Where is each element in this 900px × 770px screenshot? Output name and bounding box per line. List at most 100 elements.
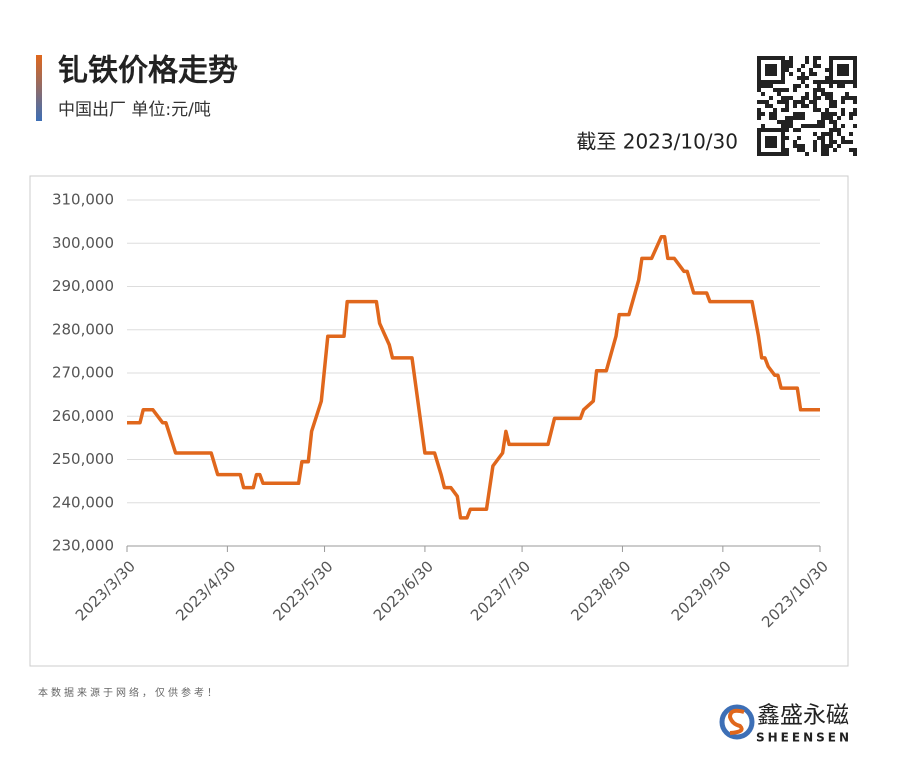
qr-cell — [785, 128, 789, 132]
qr-cell — [757, 100, 761, 104]
qr-cell — [813, 88, 817, 92]
qr-cell — [785, 104, 789, 108]
qr-cell — [789, 120, 793, 124]
qr-cell — [773, 88, 777, 92]
qr-cell — [789, 116, 793, 120]
qr-cell — [853, 96, 857, 100]
qr-cell — [781, 108, 785, 112]
qr-cell — [781, 96, 785, 100]
x-tick-label: 2023/9/30 — [668, 557, 735, 624]
qr-cell — [853, 108, 857, 112]
qr-cell — [817, 64, 821, 68]
qr-cell — [817, 136, 821, 140]
qr-cell — [769, 104, 773, 108]
subtitle: 中国出厂 单位:元/吨 — [58, 100, 211, 120]
qr-cell — [813, 64, 817, 68]
qr-cell — [825, 80, 829, 84]
x-tick-label: 2023/5/30 — [269, 557, 336, 624]
y-tick-label: 290,000 — [52, 277, 114, 295]
x-tick-label: 2023/8/30 — [567, 557, 634, 624]
qr-cell — [769, 116, 773, 120]
qr-cell — [797, 100, 801, 104]
qr-cell — [797, 144, 801, 148]
qr-cell — [853, 84, 857, 88]
qr-cell — [817, 88, 821, 92]
qr-cell — [813, 132, 817, 136]
qr-cell — [797, 112, 801, 116]
qr-cell — [781, 88, 785, 92]
qr-cell — [813, 104, 817, 108]
qr-cell — [825, 92, 829, 96]
x-tick-label: 2023/10/30 — [758, 557, 832, 631]
qr-cell — [765, 84, 769, 88]
qr-cell — [777, 92, 781, 96]
y-tick-label: 230,000 — [52, 537, 114, 555]
qr-cell — [813, 72, 817, 76]
qr-cell — [813, 140, 817, 144]
qr-cell — [817, 80, 821, 84]
qr-cell — [813, 124, 817, 128]
qr-cell — [849, 116, 853, 120]
qr-cell — [829, 112, 833, 116]
qr-cell — [841, 124, 845, 128]
qr-cell — [821, 132, 825, 136]
qr-cell — [841, 140, 845, 144]
qr-cell — [821, 136, 825, 140]
qr-cell — [841, 136, 845, 140]
source-note: 本数据来源于网络，仅供参考！ — [38, 686, 220, 699]
qr-cell — [813, 148, 817, 152]
qr-cell — [813, 108, 817, 112]
qr-cell — [793, 144, 797, 148]
qr-cell — [817, 120, 821, 124]
qr-cell — [793, 104, 797, 108]
qr-cell — [825, 144, 829, 148]
qr-cell — [789, 124, 793, 128]
qr-cell — [781, 100, 785, 104]
qr-cell — [821, 124, 825, 128]
qr-cell — [833, 120, 837, 124]
brand-logo — [719, 704, 755, 740]
qr-cell — [845, 96, 849, 100]
qr-cell — [849, 96, 853, 100]
qr-cell — [785, 68, 789, 72]
qr-cell — [801, 64, 805, 68]
qr-cell — [813, 144, 817, 148]
qr-cell — [761, 124, 765, 128]
qr-cell — [789, 96, 793, 100]
qr-cell — [789, 56, 793, 60]
qr-cell — [853, 124, 857, 128]
qr-cell — [825, 152, 829, 156]
qr-cell — [837, 144, 841, 148]
qr-cell — [789, 64, 793, 68]
qr-cell — [825, 68, 829, 72]
qr-cell — [837, 132, 841, 136]
qr-cell — [785, 108, 789, 112]
qr-cell — [781, 124, 785, 128]
qr-cell — [833, 100, 837, 104]
qr-cell — [793, 116, 797, 120]
qr-cell — [837, 128, 841, 132]
qr-cell — [813, 96, 817, 100]
qr-cell — [829, 136, 833, 140]
qr-cell — [829, 140, 833, 144]
qr-cell — [829, 128, 833, 132]
qr-cell — [805, 124, 809, 128]
qr-cell — [765, 104, 769, 108]
qr-cell — [829, 116, 833, 120]
qr-cell — [821, 152, 825, 156]
qr-cell — [793, 140, 797, 144]
logo-s — [727, 708, 745, 735]
qr-cell — [833, 140, 837, 144]
qr-finder — [757, 56, 785, 84]
qr-cell — [825, 116, 829, 120]
qr-cell — [793, 84, 797, 88]
qr-cell — [809, 72, 813, 76]
qr-cell — [813, 60, 817, 64]
qr-cell — [805, 84, 809, 88]
y-tick-label: 310,000 — [52, 191, 114, 209]
qr-cell — [793, 128, 797, 132]
qr-cell — [813, 56, 817, 60]
qr-cell — [785, 88, 789, 92]
